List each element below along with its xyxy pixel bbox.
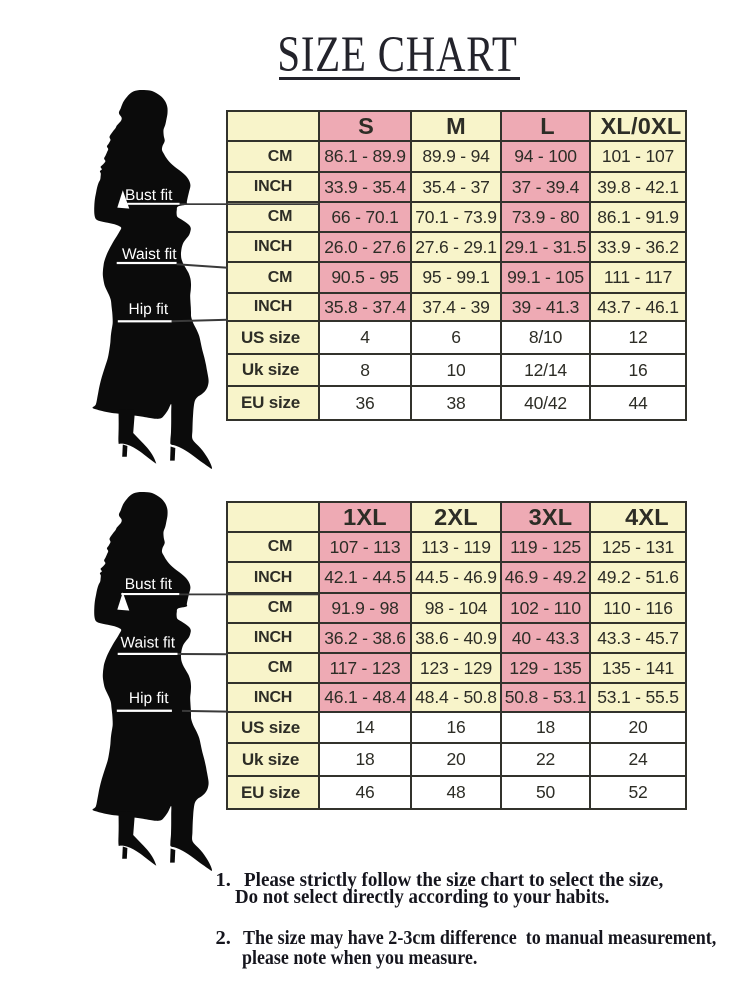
svg-text:Bust fit: Bust fit xyxy=(125,187,173,204)
svg-text:Bust fit: Bust fit xyxy=(125,576,173,593)
svg-text:Hip fit: Hip fit xyxy=(129,690,169,707)
svg-text:Hip fit: Hip fit xyxy=(129,301,169,318)
svg-text:Waist fit: Waist fit xyxy=(121,635,176,652)
svg-text:Waist fit: Waist fit xyxy=(122,246,177,263)
